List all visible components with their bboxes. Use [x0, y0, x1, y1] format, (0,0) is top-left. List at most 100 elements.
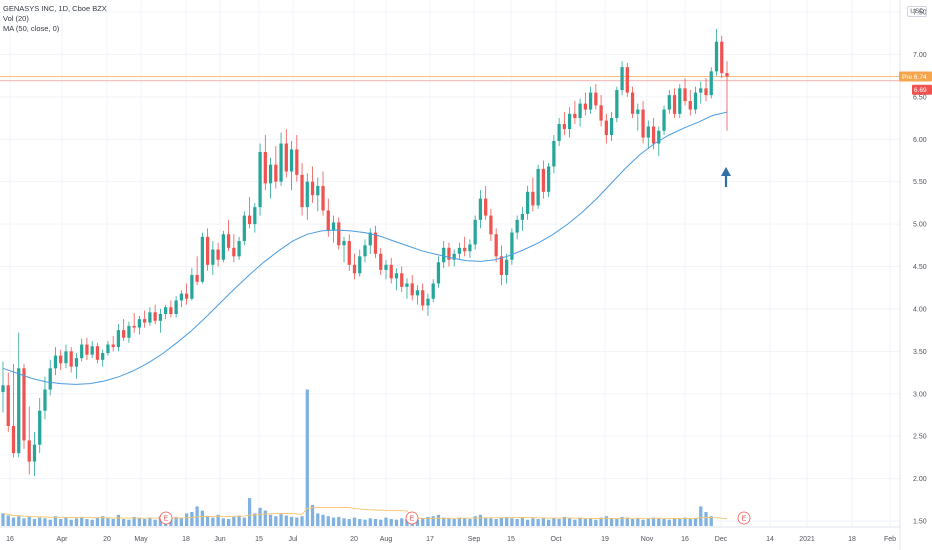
volume-bar — [17, 516, 21, 526]
volume-bar — [6, 515, 10, 526]
price-tick-label: 1.50 — [913, 519, 927, 526]
volume-bar — [195, 506, 199, 526]
chart-grid — [0, 0, 900, 527]
candle — [211, 241, 215, 275]
time-tick-label: May — [134, 536, 148, 543]
candle — [195, 256, 199, 286]
volume-bar — [651, 517, 656, 526]
volume-bar — [389, 519, 393, 526]
volume-bar — [284, 515, 288, 526]
volume-bar — [625, 517, 629, 526]
currency-label[interactable]: USD — [907, 6, 927, 17]
candle — [510, 228, 514, 265]
candle — [205, 228, 210, 271]
time-tick-label: 16 — [681, 536, 689, 543]
candle — [284, 129, 288, 178]
volume-bar — [620, 516, 624, 526]
price-tick-label: 5.00 — [913, 222, 927, 229]
volume-bar — [609, 518, 614, 526]
candle — [38, 397, 42, 454]
volume-bar — [221, 518, 225, 526]
volume-bar — [646, 519, 650, 526]
candle — [667, 90, 671, 114]
candle — [447, 242, 451, 267]
volume-bar — [615, 519, 619, 526]
volume-bar — [80, 516, 84, 526]
volume-bar — [379, 519, 383, 526]
price-badge-red-text: 6.69 — [914, 87, 927, 94]
candle — [200, 232, 204, 284]
candle — [604, 113, 608, 144]
candle — [468, 239, 472, 259]
volume-bar — [394, 519, 399, 526]
candle — [415, 285, 420, 305]
candle — [274, 146, 278, 189]
candle — [132, 313, 136, 333]
legend-volume[interactable]: Vol (20) — [3, 13, 29, 23]
volume-bar — [74, 518, 79, 526]
volume-bar — [515, 519, 519, 526]
candle — [116, 324, 121, 352]
volume-ma-line — [2, 506, 728, 520]
volume-bar — [300, 516, 304, 526]
candle — [557, 118, 561, 147]
volume-bar — [583, 519, 587, 526]
candle — [32, 431, 37, 477]
volume-bar — [478, 514, 483, 526]
candle — [27, 406, 31, 475]
candle — [567, 107, 572, 138]
volume-bar — [43, 518, 47, 526]
legend-ma[interactable]: MA (50, close, 0) — [3, 23, 60, 33]
volume-bar — [499, 517, 504, 526]
volume-bar — [358, 519, 362, 526]
price-badge-red: 6.69 — [912, 84, 932, 95]
legend-symbol[interactable]: GENASYS INC, 1D, Cboe BZX — [3, 4, 107, 13]
candle — [11, 364, 16, 458]
volume-bar — [604, 516, 608, 526]
candle — [258, 143, 262, 216]
candle — [714, 28, 719, 76]
candle — [174, 296, 178, 318]
candle — [536, 164, 540, 209]
svg-text:E: E — [410, 516, 415, 523]
candle — [520, 207, 525, 231]
candle — [253, 202, 257, 233]
candle — [368, 228, 372, 254]
candle — [630, 86, 635, 119]
candle — [190, 268, 194, 301]
chart-legend: GENASYS INC, 1D, Cboe BZX Vol (20) MA (5… — [3, 4, 107, 33]
candle — [541, 160, 546, 199]
price-axis[interactable]: 7.50 7.00 6.50 6.00 5.50 5.00 4.50 4.00 3.50 3.00… — [899, 0, 927, 550]
candle — [263, 135, 267, 191]
volume-bar — [1, 513, 5, 526]
candle — [122, 319, 126, 342]
candle — [85, 337, 89, 360]
volume-bar — [546, 519, 551, 526]
volume-bar — [310, 505, 315, 526]
volume-bar — [158, 516, 163, 526]
candle — [337, 217, 341, 250]
volume-bar — [53, 516, 58, 526]
candle — [384, 259, 388, 280]
volume-bar — [268, 514, 273, 526]
candle — [316, 177, 320, 212]
candle — [95, 342, 100, 364]
earnings-marker[interactable]: E — [737, 511, 751, 525]
time-axis[interactable]: 16 Apr 20 May 18 Jun 15 Jul 20 Aug 17 Sep 15 Oct 19 Nov… — [0, 526, 900, 543]
candle — [326, 198, 330, 237]
candle — [646, 120, 650, 148]
earnings-marker[interactable]: E — [159, 511, 173, 525]
volume-bar — [27, 516, 31, 526]
candle — [347, 234, 351, 271]
candle — [289, 140, 294, 191]
volume-bar — [106, 518, 110, 526]
volume-bar — [226, 519, 231, 526]
volume-bar — [667, 519, 671, 526]
volume-bar — [127, 519, 131, 526]
earnings-marker[interactable]: E — [405, 511, 419, 525]
candle — [268, 157, 273, 199]
time-tick-label: Oct — [551, 536, 562, 543]
candle — [48, 359, 52, 396]
